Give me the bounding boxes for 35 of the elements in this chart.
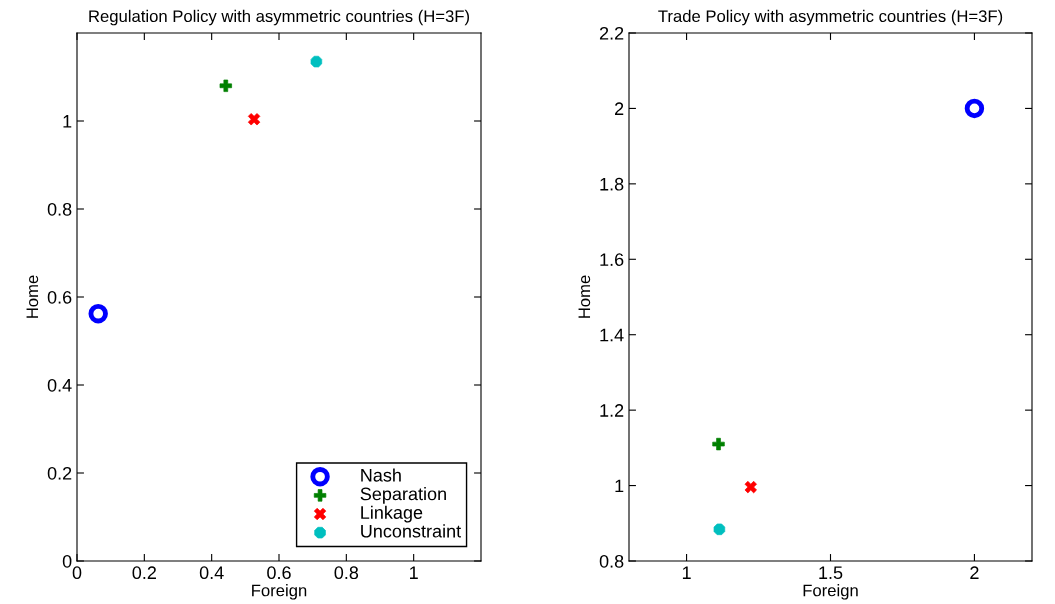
y-tick-label: 0.2	[47, 466, 72, 480]
y-tick-label: 1.6	[600, 253, 624, 267]
y-tick-label: 1	[615, 479, 624, 493]
x-tick-label: 0.8	[334, 566, 359, 580]
y-tick-label: 0.8	[47, 202, 72, 216]
x-tick-label: 2	[970, 566, 979, 579]
y-tick-label: 1.8	[600, 177, 624, 191]
point	[964, 98, 985, 119]
x-tick-label: 0.6	[267, 566, 291, 580]
y-tick-label: 0.6	[47, 290, 72, 304]
y-tick-label: 2.2	[599, 26, 624, 40]
y-tick-label: 0	[62, 554, 72, 568]
y-tick-label: 0.8	[599, 554, 624, 568]
y-tick-label: 1	[63, 115, 72, 128]
point	[88, 304, 108, 324]
legend-label: Nash	[361, 468, 401, 482]
chart-title: Regulation Policy with asymmetric countries (H=3F)	[89, 9, 470, 26]
x-tick-label: 1.5	[819, 566, 843, 580]
x-tick-label: 1	[410, 566, 418, 579]
y-axis-title: Home	[26, 275, 39, 318]
x-tick-label: 0	[72, 566, 82, 580]
legend-label: Linkage	[361, 505, 423, 523]
x-axis-title: Foreign	[803, 584, 858, 600]
x-tick-label: 0.4	[199, 566, 224, 580]
legend-label: Unconstraint	[361, 524, 462, 538]
y-tick-label: 1.2	[600, 404, 624, 417]
y-tick-label: 2	[615, 102, 624, 115]
chart-title: Trade Policy with asymmetric countries (H=3F)	[658, 9, 1003, 26]
legend-label: Separation	[360, 487, 446, 504]
x-tick-label: 1	[682, 566, 691, 579]
x-tick-label: 0.2	[132, 566, 156, 580]
x-axis-title: Foreign	[252, 584, 307, 600]
y-tick-label: 1.4	[600, 328, 624, 342]
y-axis-title: Home	[578, 275, 591, 318]
y-tick-label: 0.4	[47, 378, 72, 392]
